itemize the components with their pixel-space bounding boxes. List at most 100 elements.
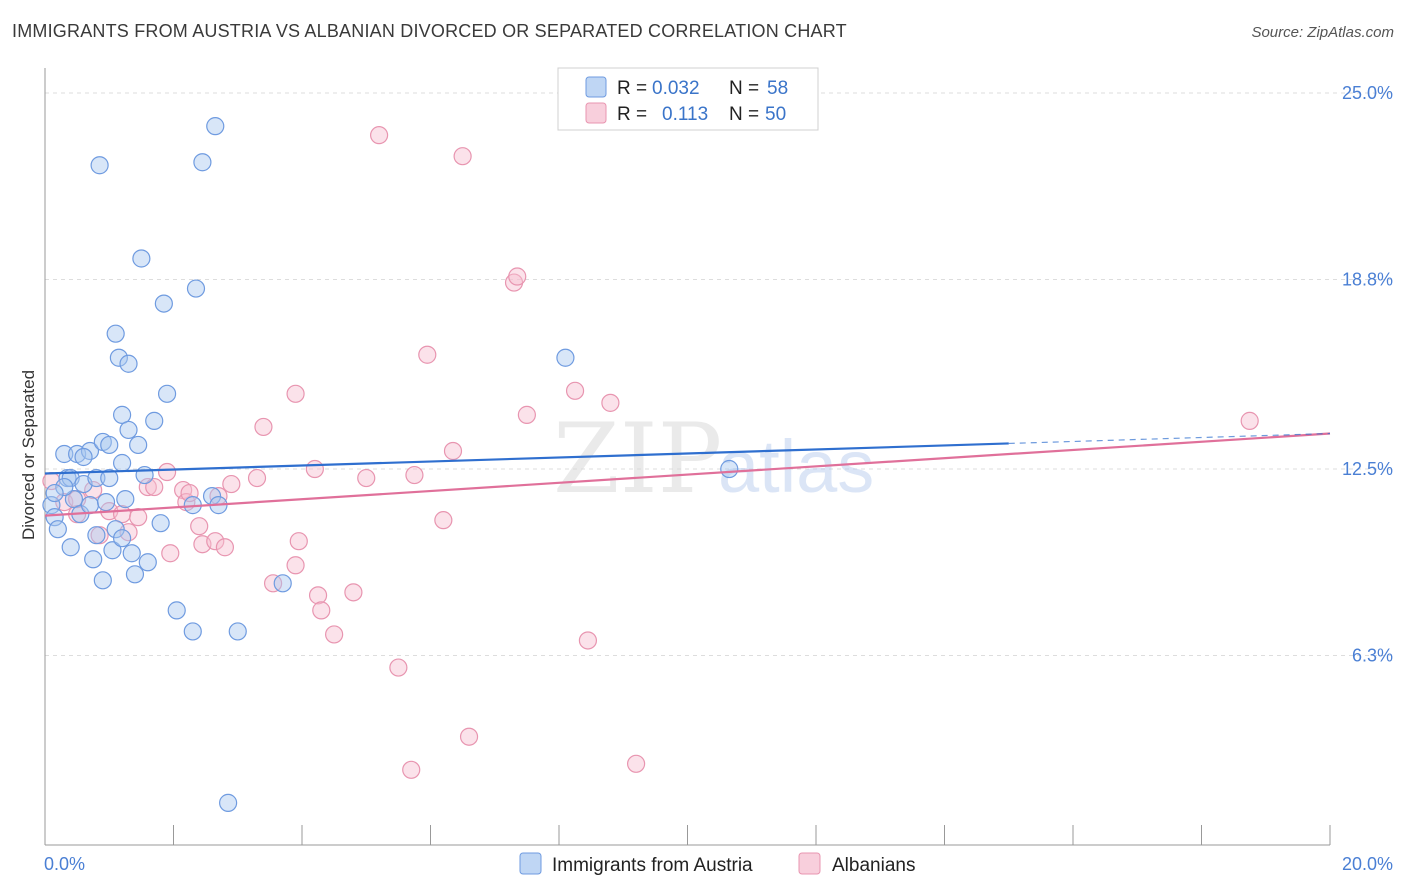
albanian-point xyxy=(254,417,273,437)
albanian-point xyxy=(357,468,376,488)
austria-trendline xyxy=(44,442,1009,475)
austria-point xyxy=(119,354,138,373)
austria-point xyxy=(183,622,202,641)
legend-n-value-albanian: 50 xyxy=(765,104,786,125)
albanian-trendline xyxy=(44,432,1331,517)
austria-point xyxy=(151,514,170,533)
albanian-point xyxy=(308,586,328,605)
austria-point xyxy=(186,279,206,298)
albanian-point xyxy=(402,760,421,779)
albanian-point xyxy=(161,544,180,563)
austria-point xyxy=(157,384,177,403)
austria-point xyxy=(96,493,116,512)
albanian-point xyxy=(344,583,363,602)
legend-swatch-albanian xyxy=(585,102,607,124)
austria-point xyxy=(112,529,132,548)
austria-points xyxy=(42,117,739,812)
bottom-legend-swatch-albanian xyxy=(798,852,821,875)
austria-point xyxy=(42,496,61,515)
albanian-points xyxy=(42,126,1259,779)
austria-point xyxy=(720,459,739,479)
austria-point xyxy=(125,565,145,584)
austria-point xyxy=(64,490,84,509)
bottom-legend-label-albanian: Albanians xyxy=(832,855,915,876)
austria-point xyxy=(206,117,225,136)
trendlines xyxy=(44,432,1331,517)
albanian-point xyxy=(601,393,620,412)
albanian-point xyxy=(112,505,132,524)
austria-point xyxy=(119,420,138,440)
albanian-point xyxy=(578,631,598,650)
austria-point xyxy=(132,249,151,268)
austria-point xyxy=(90,156,109,175)
watermark-zip: ZIP xyxy=(553,403,722,515)
austria-point xyxy=(138,553,157,572)
austria-point xyxy=(55,444,74,464)
legend-bottom: Immigrants from Austria Albanians xyxy=(519,852,915,876)
austria-point xyxy=(84,550,103,569)
albanian-point xyxy=(190,517,209,536)
austria-point xyxy=(112,453,132,473)
watermark: ZIP atlas xyxy=(553,403,874,515)
albanian-point xyxy=(459,727,479,746)
austria-point xyxy=(106,324,125,343)
austria-point xyxy=(87,468,106,488)
legend-r-value-albanian: 0.113 xyxy=(662,104,708,125)
albanian-point xyxy=(84,480,103,500)
austria-point xyxy=(273,574,292,593)
austria-point xyxy=(219,793,238,812)
albanian-point xyxy=(389,658,408,677)
albanian-point xyxy=(565,381,585,400)
legend-top: R = 0.032 N = 58 R = 0.113 N = 50 xyxy=(557,67,819,131)
austria-point xyxy=(87,526,106,545)
x-tick-labels: 0.0% 20.0% xyxy=(44,854,1393,874)
legend-swatch-austria xyxy=(585,76,607,98)
austria-point xyxy=(74,447,93,467)
albanian-point xyxy=(286,556,305,575)
austria-point xyxy=(80,496,100,515)
albanian-point xyxy=(129,508,148,527)
albanian-point xyxy=(286,384,305,403)
legend-n-value-austria: 58 xyxy=(767,78,788,99)
austria-point xyxy=(116,490,135,509)
legend-n-label-austria: N = xyxy=(729,78,759,99)
austria-point xyxy=(167,601,186,620)
austria-point xyxy=(122,544,141,563)
albanian-point xyxy=(508,267,527,286)
albanian-point xyxy=(517,405,536,424)
legend-r-value-austria: 0.032 xyxy=(652,78,700,99)
albanian-point xyxy=(289,532,308,551)
y-axis-label: Divorced or Separated xyxy=(19,370,38,540)
austria-point xyxy=(556,348,575,367)
x-tick-label: 20.0% xyxy=(1342,854,1393,874)
albanian-point xyxy=(180,483,199,503)
y-tick-label: 6.3% xyxy=(1352,646,1393,666)
austria-point xyxy=(48,520,67,539)
austria-point xyxy=(145,411,164,430)
albanian-point xyxy=(215,538,234,557)
gridlines xyxy=(45,92,1392,657)
albanian-point xyxy=(434,511,453,530)
x-tick-label: 0.0% xyxy=(44,854,85,874)
y-tick-labels: 6.3% 12.5% 18.8% 25.0% xyxy=(1342,83,1393,665)
austria-point xyxy=(93,571,112,590)
albanian-point xyxy=(145,477,164,497)
albanian-point xyxy=(206,532,225,551)
albanian-point xyxy=(312,601,331,620)
austria-point xyxy=(154,294,173,313)
albanian-point xyxy=(247,468,267,488)
albanian-point xyxy=(263,574,283,593)
albanian-point xyxy=(626,754,646,773)
chart-source: Source: ZipAtlas.com xyxy=(1251,24,1394,41)
legend-n-label-albanian: N = xyxy=(729,104,759,125)
albanian-point xyxy=(370,126,389,145)
austria-point xyxy=(45,483,64,503)
y-tick-label: 18.8% xyxy=(1342,270,1393,290)
chart-title: IMMIGRANTS FROM AUSTRIA VS ALBANIAN DIVO… xyxy=(12,21,847,41)
austria-point xyxy=(106,520,125,539)
austria-point xyxy=(193,153,212,172)
albanian-point xyxy=(405,465,424,485)
bottom-legend-swatch-austria xyxy=(519,852,542,875)
austria-point xyxy=(135,465,154,485)
austria-point xyxy=(109,348,128,367)
